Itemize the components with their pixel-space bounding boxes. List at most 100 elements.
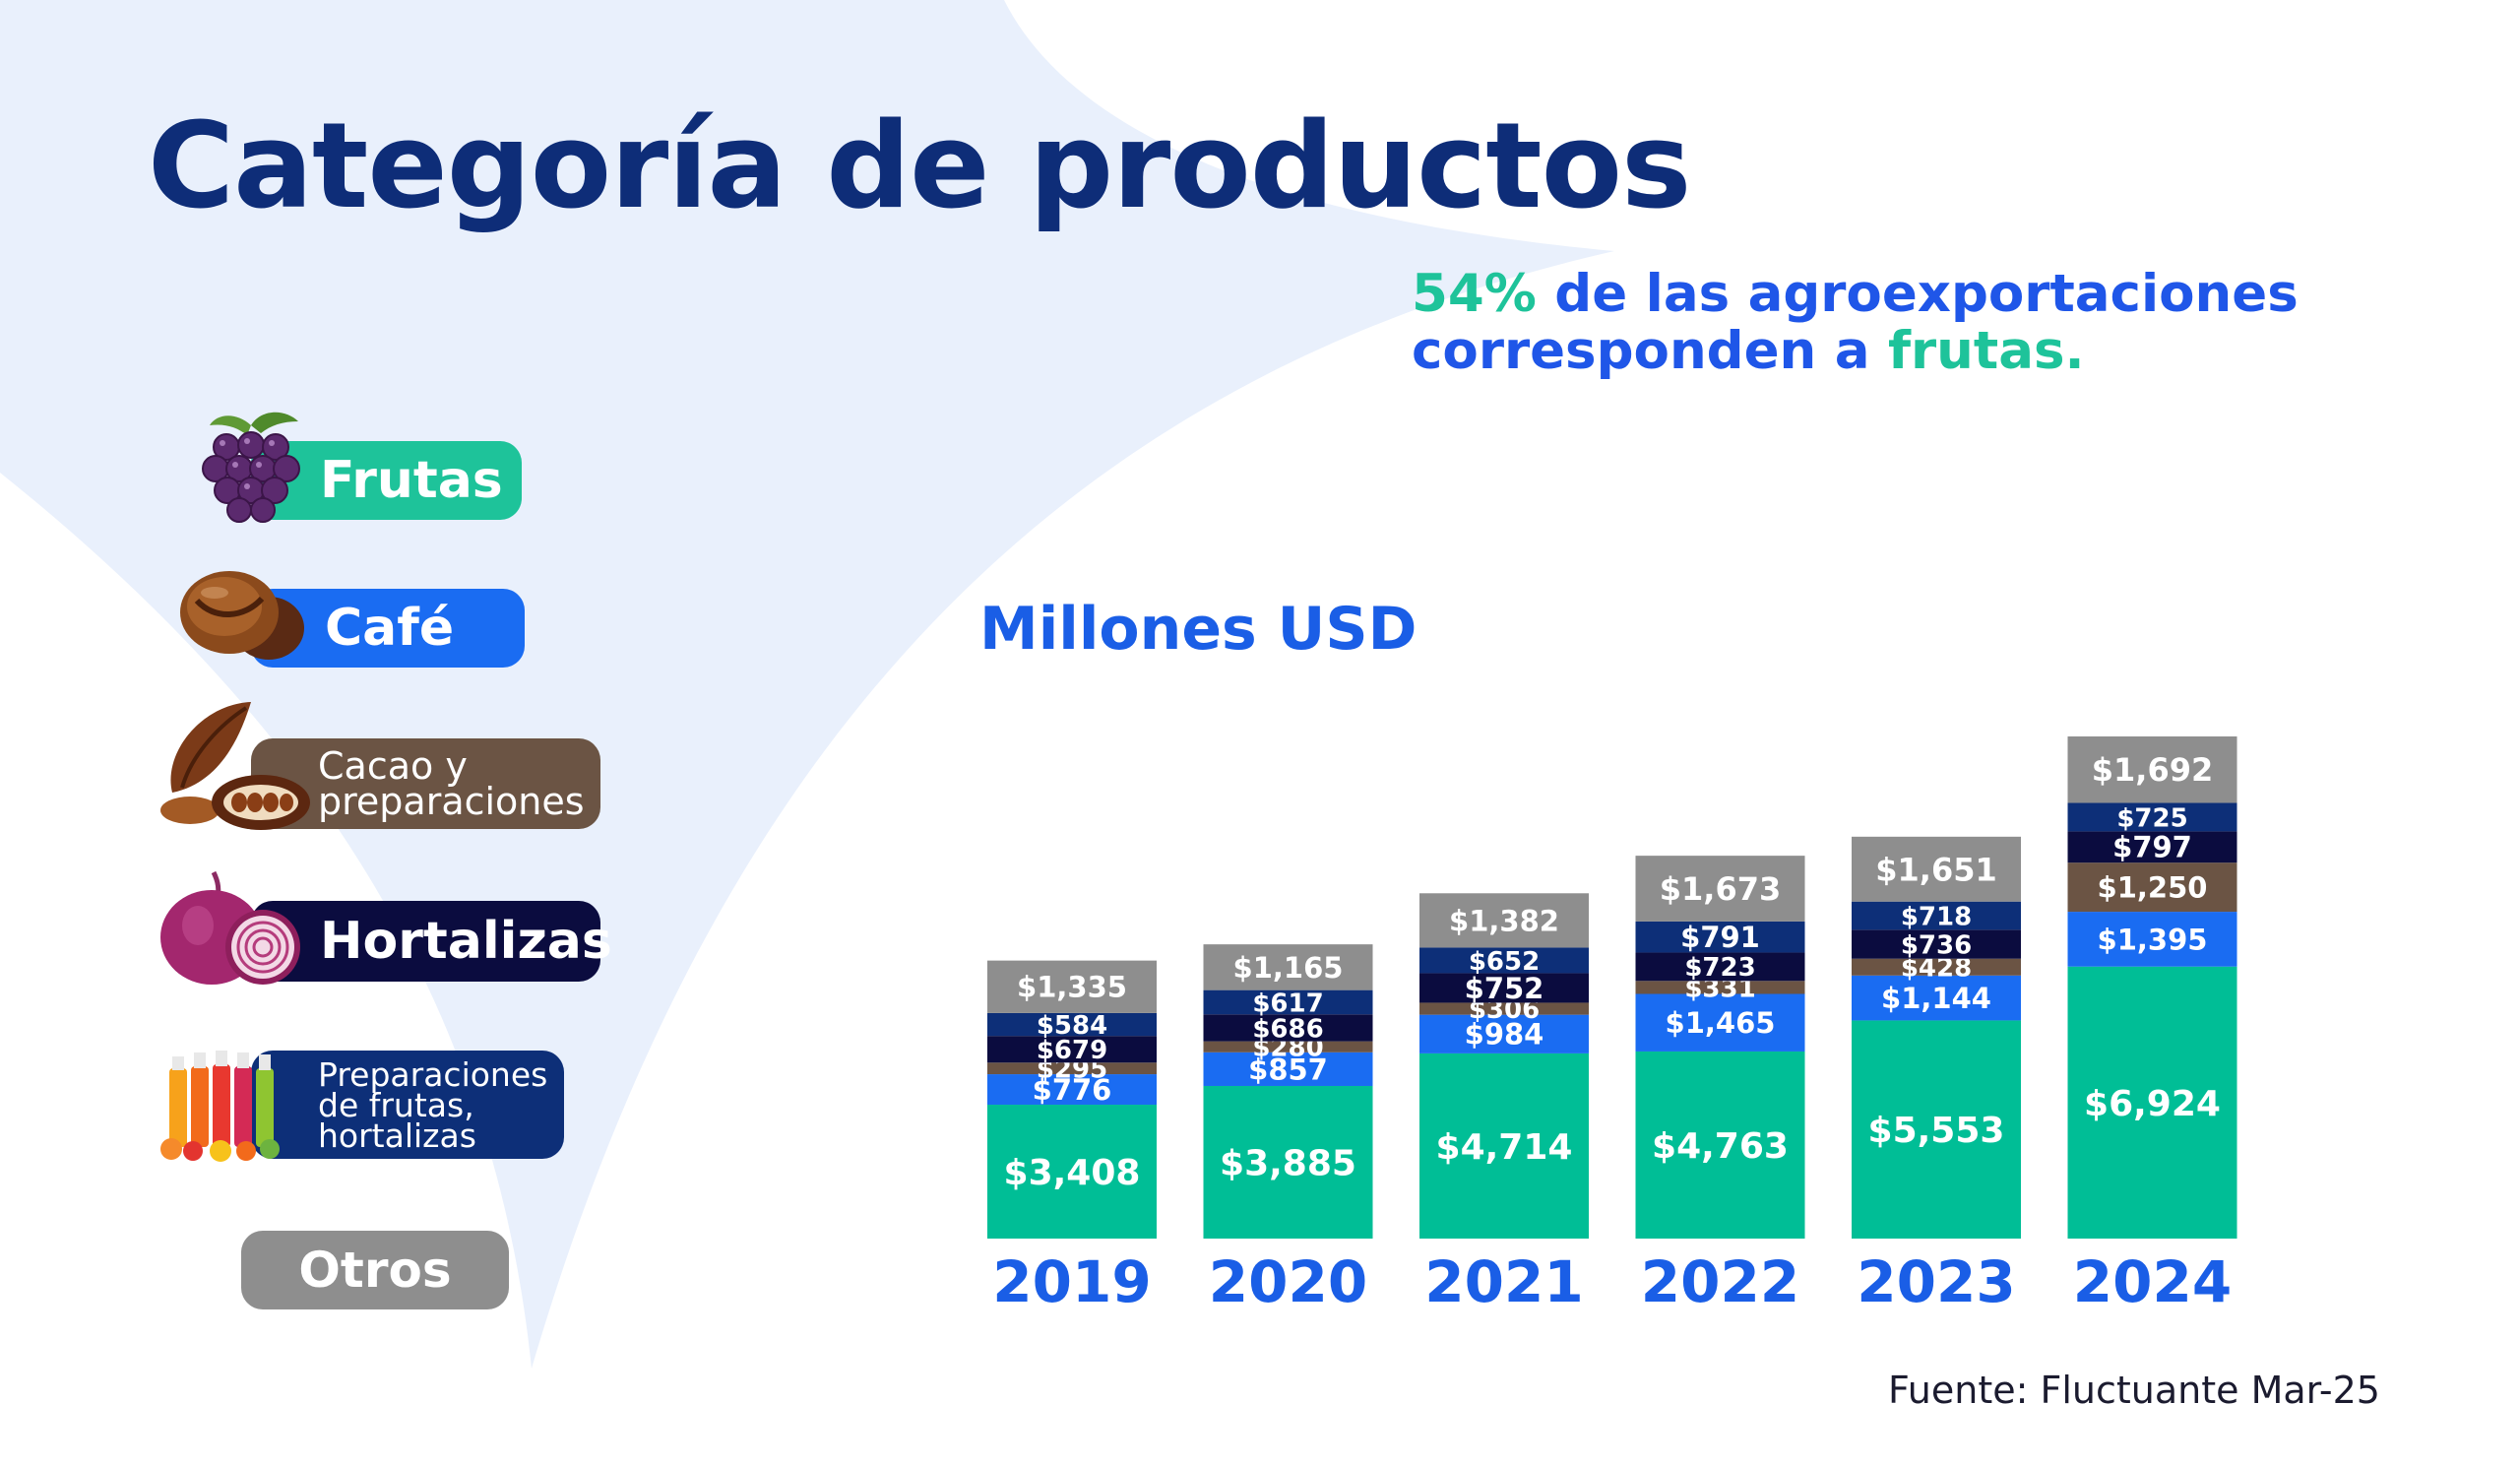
bar-value-label: $686 [1252,1014,1323,1044]
bar-segment [1203,1041,1373,1052]
bar-stack-2024: $6,924 $1,395 $1,250 $797$725 $1,692 [2067,735,2237,1239]
bar-segment [1852,958,2021,976]
bar-value-label: $1,165 [1233,951,1344,985]
legend-label-cacao: Cacao y preparaciones [318,744,585,823]
bar-value-label: $725 [2116,803,2187,833]
bar-segment [1852,975,2021,1021]
legend-pill-preparaciones: Preparaciones de frutas, hortalizas [251,1051,564,1159]
bar-segment [1635,1051,1805,1239]
bar-segment [1635,952,1805,982]
bar-value-label: $1,692 [2092,751,2213,789]
bar-segment [2067,831,2237,863]
bar-segment [987,1074,1157,1106]
bar-segment [1419,893,1589,948]
bar-value-label: $1,144 [1881,982,1991,1015]
bar-value-label: $776 [1033,1073,1112,1107]
bar-segment [1419,947,1589,974]
legend-label-cafe: Café [325,599,455,658]
bar-value-label: $1,250 [2098,871,2208,905]
bar-value-label: $791 [1680,921,1760,954]
juice-bottles-icon [158,1039,305,1162]
x-tick-label: 2022 [1641,1248,1799,1315]
legend-pill-cacao: Cacao y preparaciones [251,738,600,829]
legend-pill-cafe: Café [251,589,525,668]
unit-label: Millones USD [979,595,1418,664]
bar-stack-2019: $3,408$776$295$679$584$1,335 [987,960,1157,1239]
legend-label-hortalizas: Hortalizas [320,912,612,971]
bar-segment [987,1062,1157,1075]
bar-value-label: $679 [1037,1036,1107,1065]
bar-segment [2067,735,2237,803]
bar-segment [1203,1052,1373,1086]
bar-segment [1419,973,1589,1003]
bar-segment [1419,1002,1589,1015]
bar-segment [987,1036,1157,1063]
bar-segment [1203,1014,1373,1042]
bar-value-label: $752 [1465,972,1544,1005]
bar-segment [1419,1014,1589,1053]
highlight-middle: de las agroexportaciones corresponden a [1412,264,2299,381]
highlight-percent: 54% [1412,264,1537,324]
bar-segment [987,960,1157,1013]
bar-value-label: $1,382 [1449,904,1559,937]
bar-value-label: $723 [1684,953,1755,983]
bar-value-label: $797 [2112,831,2192,864]
bar-value-label: $4,714 [1436,1127,1573,1168]
bar-value-label: $3,408 [1004,1153,1141,1193]
bar-value-label: $3,885 [1220,1143,1356,1183]
bar-value-label: $718 [1901,902,1972,931]
bar-value-label: $857 [1248,1052,1328,1086]
x-tick-label: 2023 [1857,1248,2015,1315]
bar-segment [2067,966,2237,1239]
bar-stack-2021: $4,714$984$306$752$652$1,382 [1419,893,1589,1239]
bar-segment [2067,802,2237,832]
bar-segment [987,1105,1157,1239]
bar-value-label: $652 [1469,947,1540,977]
bar-stack-2020: $3,885$857$280$686$617$1,165 [1203,944,1373,1239]
bar-segment [1852,836,2021,902]
page-title: Categoría de productos [148,98,1691,235]
bar-segment [2067,862,2237,913]
cacao-pod-icon [153,694,315,837]
bar-segment [1635,993,1805,1052]
bar-segment [1635,981,1805,994]
bar-value-label: $584 [1037,1011,1107,1041]
bar-value-label: $617 [1252,989,1323,1018]
x-tick-label: 2021 [1424,1248,1583,1315]
bar-segment [1852,901,2021,930]
bar-segment [987,1012,1157,1037]
legend-label-preparaciones: Preparaciones de frutas, hortalizas [318,1054,548,1155]
bar-segment [1419,1052,1589,1239]
x-tick-label: 2020 [1209,1248,1367,1315]
bar-value-label: $1,395 [2098,923,2208,956]
bar-value-label: $4,763 [1652,1126,1789,1167]
bar-segment [1203,989,1373,1015]
bar-value-label: $1,335 [1017,971,1127,1004]
x-tick-label: 2024 [2073,1248,2232,1315]
onion-icon [153,866,310,989]
legend-label-frutas: Frutas [320,451,503,510]
bar-segment [2067,912,2237,967]
bar-segment [1635,856,1805,922]
bar-value-label: $1,465 [1666,1006,1776,1040]
grapes-icon [192,404,320,532]
legend-pill-hortalizas: Hortalizas [251,901,612,982]
bar-segment [1635,921,1805,953]
highlight-tail: frutas. [1887,321,2085,381]
bar-value-label: $1,651 [1875,851,1996,888]
bar-stack-2022: $4,763$1,465$331$723$791$1,673 [1635,856,1805,1239]
highlight-text: 54% de las agroexportaciones corresponde… [1412,266,2520,380]
x-tick-label: 2019 [992,1248,1151,1315]
bar-segment [1852,1020,2021,1239]
bar-value-label: $1,673 [1660,870,1781,908]
bar-stack-2023: $5,553$1,144$428$736$718$1,651 [1852,836,2021,1239]
source-note: Fuente: Fluctuante Mar-25 [1888,1369,2380,1412]
bar-value-label: $736 [1901,930,1972,960]
bar-value-label: $984 [1465,1018,1544,1052]
bar-value-label: $5,553 [1868,1111,2005,1151]
legend-label-otros: Otros [298,1242,452,1299]
legend-pill-frutas: Frutas [251,441,522,520]
bar-segment [1203,944,1373,990]
